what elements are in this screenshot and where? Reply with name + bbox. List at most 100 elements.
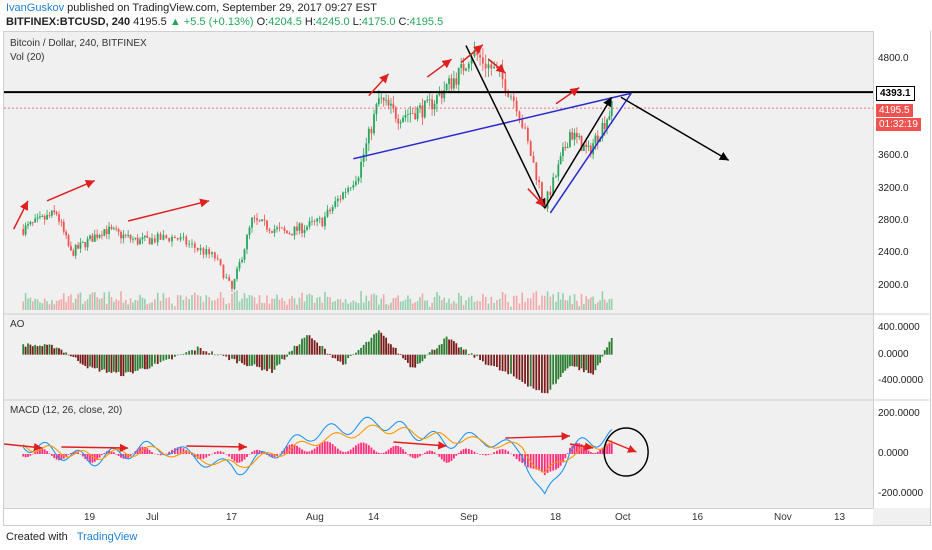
price-tick-label: 2400.0 xyxy=(878,247,909,259)
ao-bar xyxy=(546,354,549,394)
volume-bar xyxy=(27,298,29,310)
volume-bar xyxy=(576,300,578,310)
volume-bar xyxy=(468,297,470,310)
ao-bar xyxy=(421,354,424,362)
macd-hist-bar xyxy=(601,447,604,454)
macd-hist-bar xyxy=(438,454,441,457)
ao-bar xyxy=(288,351,291,355)
candle-body xyxy=(283,228,286,231)
macd-hist-bar xyxy=(179,447,182,454)
volume-bar xyxy=(228,303,230,310)
volume-bar xyxy=(101,298,103,310)
ao-bar xyxy=(72,354,75,357)
date-tick-label: Sep xyxy=(460,512,478,523)
volume-bar xyxy=(194,292,196,310)
volume-bar xyxy=(46,301,48,310)
macd-hist-bar xyxy=(261,451,263,454)
macd-hist-bar xyxy=(416,454,419,458)
ao-bar xyxy=(171,354,173,360)
time-axis[interactable] xyxy=(4,508,873,525)
ao-bar xyxy=(173,354,176,357)
tradingview-logo[interactable]: TradingView xyxy=(76,531,138,543)
macd-momentum-arrow xyxy=(606,439,637,453)
macd-hist-bar xyxy=(582,446,585,454)
volume-bar xyxy=(55,300,58,310)
candle-body xyxy=(385,99,388,101)
macd-hist-bar xyxy=(60,454,63,460)
candle-body xyxy=(171,236,173,242)
author-link[interactable]: IvanGuskov xyxy=(6,2,65,14)
ao-bar xyxy=(394,347,397,355)
volume-bar xyxy=(562,293,564,310)
candle-body xyxy=(476,50,479,56)
macd-tick-label: 200.0000 xyxy=(878,408,920,419)
ao-bar xyxy=(355,352,357,355)
macd-hist-bar xyxy=(24,454,27,458)
ao-bar xyxy=(231,354,233,359)
ao-bar xyxy=(202,351,205,355)
candle-body xyxy=(231,280,233,289)
volume-bar xyxy=(219,292,222,310)
candle-body xyxy=(416,107,419,120)
volume-bar xyxy=(416,301,419,310)
ao-bar xyxy=(84,354,87,366)
macd-hist-bar xyxy=(153,453,156,455)
ao-bar xyxy=(165,354,168,360)
macd-hist-bar xyxy=(303,450,306,454)
ao-bar xyxy=(416,354,419,364)
candle-body xyxy=(414,113,417,120)
volume-bar xyxy=(453,301,455,310)
candle-body xyxy=(168,237,171,242)
ao-bar xyxy=(518,354,521,380)
ao-bar xyxy=(256,354,258,367)
ao-bar xyxy=(599,354,602,363)
macd-hist-bar xyxy=(321,442,324,454)
candle-body xyxy=(318,218,321,220)
candle-body xyxy=(103,229,106,236)
ao-bar xyxy=(308,335,311,355)
macd-hist-bar xyxy=(313,448,316,454)
candle-body xyxy=(233,279,236,289)
volume-bar xyxy=(214,300,216,310)
volume-bar xyxy=(258,295,261,310)
candle-body xyxy=(77,245,79,249)
volume-bar xyxy=(36,299,39,310)
volume-bar xyxy=(501,292,504,310)
ao-bar xyxy=(91,354,94,368)
volume-bar xyxy=(532,292,535,310)
volume-bar xyxy=(538,305,540,310)
macd-hist-bar xyxy=(86,454,89,462)
candle-body xyxy=(108,226,110,235)
ao-bar xyxy=(266,354,268,372)
ao-bar xyxy=(610,338,613,355)
macd-hist-bar xyxy=(578,443,581,454)
volume-bar xyxy=(518,303,521,310)
volume-bar xyxy=(473,301,476,310)
candle-body xyxy=(360,161,362,178)
candle-body xyxy=(306,226,308,230)
ao-bar xyxy=(143,354,146,370)
chart-frame[interactable] xyxy=(3,31,931,526)
candle-body xyxy=(313,220,316,222)
date-tick-label: Jul xyxy=(146,512,159,523)
ao-bar xyxy=(543,354,546,394)
ao-bar xyxy=(582,354,585,373)
candle-body xyxy=(50,210,53,216)
ao-bar xyxy=(58,348,60,355)
volume-bar xyxy=(168,297,170,310)
candle-body xyxy=(211,252,213,255)
volume-bar xyxy=(196,295,199,310)
candle-body xyxy=(43,216,46,220)
date-tick-label: 18 xyxy=(550,512,562,523)
ao-bar xyxy=(98,354,101,372)
ao-bar xyxy=(578,354,581,371)
candle-body xyxy=(146,235,149,238)
macd-hist-bar xyxy=(487,454,490,456)
macd-hist-bar xyxy=(352,447,355,454)
candle-body xyxy=(428,99,431,101)
main-pane-title: Bitcoin / Dollar, 240, BITFINEX xyxy=(10,38,147,49)
volume-bar xyxy=(424,300,426,310)
macd-hist-bar xyxy=(31,453,34,455)
candle-body xyxy=(301,223,303,234)
